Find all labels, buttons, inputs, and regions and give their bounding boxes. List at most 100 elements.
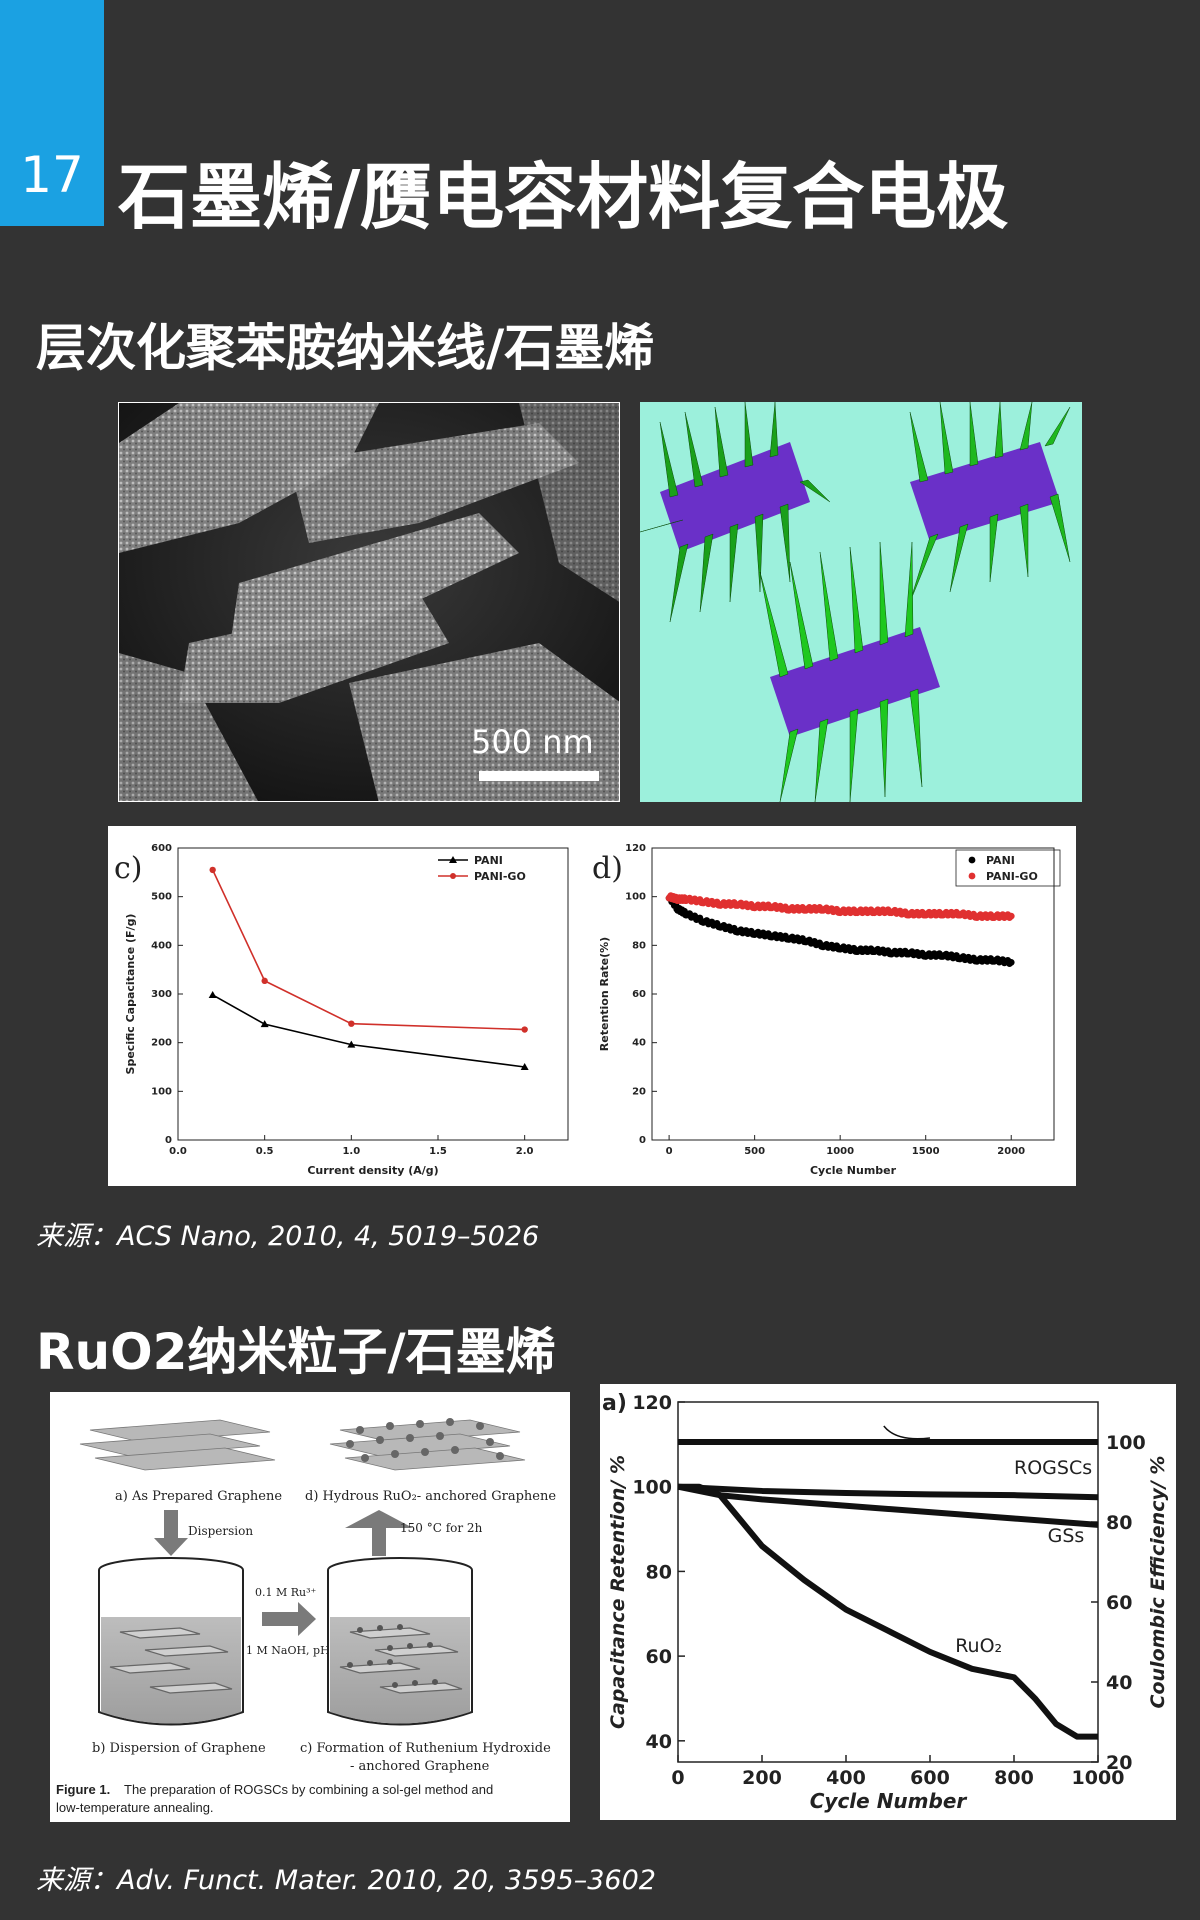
model-illustration (640, 402, 1071, 802)
series-pani-go: PANI-GO (209, 866, 528, 1033)
slide-number: 17 (0, 0, 104, 226)
data-point (209, 866, 216, 874)
y2-axis-label: Coulombic Efficiency/ % (1147, 1456, 1169, 1709)
series-label: RuO₂ (955, 1635, 1002, 1657)
plot-frame (177, 847, 569, 1141)
data-point (1007, 912, 1015, 920)
beaker-left (98, 1557, 244, 1726)
section2-heading: RuO2纳米粒子/石墨烯 (36, 1323, 556, 1381)
graphene-stack-d (329, 1418, 526, 1471)
series-label: GSs (1048, 1525, 1085, 1547)
series-line (212, 994, 525, 1068)
section1-heading: 层次化聚苯胺纳米线/石墨烯 (36, 319, 655, 377)
arrow-right-label-1: 0.1 M Ru³⁺ (255, 1586, 317, 1599)
y-tick-label: 20 (632, 1086, 646, 1097)
data-point (1007, 958, 1015, 966)
arrow-right-label-2: 1 M NaOH, pH=7 (246, 1644, 346, 1657)
x-tick-label: 0.0 (169, 1146, 187, 1157)
preparation-schematic: a) As Prepared Graphene d) Hydrous RuO₂-… (50, 1392, 570, 1822)
beaker-right (327, 1557, 473, 1726)
legend-marker (449, 856, 457, 863)
arrow-down-icon (154, 1510, 188, 1556)
chart-specific-capacitance: 0.0 0.5 1.0 1.5 2.0 0 100 200 300 400 500 600 Curren… (114, 843, 569, 1177)
chart-retention-rate: 0 500 1000 1500 2000 0 20 40 60 80 100 120 Cycle Num… (592, 843, 1061, 1177)
x-tick-label: 0 (666, 1146, 673, 1157)
y2-tick-label: 60 (1106, 1592, 1132, 1614)
step-b-label: b) Dispersion of Graphene (92, 1741, 266, 1756)
x-tick-label: 800 (994, 1767, 1034, 1789)
series-line (678, 1483, 1098, 1740)
x-tick-label: 1.0 (342, 1146, 360, 1157)
step-a-label: a) As Prepared Graphene (115, 1489, 282, 1504)
step-c-label-2: - anchored Graphene (350, 1759, 490, 1774)
y-tick-label: 200 (151, 1038, 172, 1049)
data-point (520, 1063, 529, 1070)
x-tick-label: 200 (742, 1767, 782, 1789)
legend-label: PANI (474, 854, 503, 867)
graphene-stack-a (79, 1419, 276, 1471)
section2-source: 来源：Adv. Funct. Mater. 2010, 20, 3595–360… (36, 1865, 656, 1896)
charts-cd: 0.0 0.5 1.0 1.5 2.0 0 100 200 300 400 500 600 Curren… (108, 826, 1076, 1186)
data-point (521, 1026, 528, 1033)
data-point (260, 1020, 269, 1028)
series-pani-go: PANI-GO (665, 870, 1038, 921)
x-tick-label: 1000 (1072, 1767, 1125, 1789)
x-tick-label: 0.5 (256, 1146, 274, 1157)
x-tick-label: 1500 (912, 1146, 940, 1157)
x-tick-label: 1.5 (429, 1146, 447, 1157)
legend-label: PANI (986, 854, 1015, 867)
legend-marker (968, 856, 976, 864)
y2-tick-label: 20 (1106, 1752, 1132, 1774)
figure-caption-line1: The preparation of ROGSCs by combining a… (124, 1782, 493, 1797)
arrow-down-label: Dispersion (188, 1524, 253, 1538)
y-axis-label: Retention Rate(%) (598, 937, 611, 1051)
panel-label: d) (592, 851, 623, 886)
model-block-left (640, 402, 831, 623)
model-block-center (759, 541, 940, 802)
arrow-right-icon (262, 1602, 316, 1636)
legend-marker (968, 872, 976, 880)
step-d-label: d) Hydrous RuO₂- anchored Graphene (305, 1489, 556, 1504)
y-tick-label: 500 (151, 892, 172, 903)
scale-bar (479, 771, 599, 781)
x-tick-label: 400 (826, 1767, 866, 1789)
panel-label: c) (114, 851, 143, 886)
figure-caption-label: Figure 1. (56, 1782, 110, 1797)
x-tick-label: 2000 (997, 1146, 1025, 1157)
section1-source: 来源：ACS Nano, 2010, 4, 5019–5026 (36, 1221, 540, 1252)
x-axis-label: Cycle Number (810, 1164, 897, 1177)
y2-tick-label: 40 (1106, 1672, 1132, 1694)
series-line (677, 1483, 1099, 1501)
y-axis-label: Specific Capacitance (F/g) (124, 914, 137, 1075)
series-ruo: RuO₂ (678, 1483, 1098, 1740)
figure-caption-line2: low-temperature annealing. (56, 1800, 214, 1815)
y-tick-label: 120 (632, 1392, 672, 1414)
legend-label: PANI-GO (986, 870, 1038, 883)
series-rogscs: ROGSCs (677, 1457, 1099, 1501)
y-tick-label: 300 (151, 989, 172, 1000)
series-label: ROGSCs (1014, 1457, 1092, 1479)
x-axis-label: Current density (A/g) (307, 1164, 438, 1177)
y-tick-label: 100 (151, 1086, 172, 1097)
sem-texture: 500 nm (119, 403, 619, 801)
y-tick-label: 40 (646, 1731, 672, 1753)
model-block-right (909, 402, 1071, 603)
step-c-label-1: c) Formation of Ruthenium Hydroxide (300, 1741, 551, 1756)
y-tick-label: 0 (165, 1135, 172, 1146)
sem-scale-label: 500 nm (471, 723, 594, 761)
y-tick-label: 80 (646, 1561, 672, 1583)
data-point (347, 1040, 356, 1048)
x-tick-label: 1000 (826, 1146, 854, 1157)
y-tick-label: 40 (632, 1038, 646, 1049)
y-tick-label: 0 (639, 1135, 646, 1146)
x-axis-label: Cycle Number (810, 1789, 968, 1813)
y-tick-label: 100 (632, 1477, 672, 1499)
x-tick-label: 600 (910, 1767, 950, 1789)
sem-image: 500 nm (118, 402, 620, 802)
y-tick-label: 120 (625, 843, 646, 854)
x-tick-label: 500 (744, 1146, 765, 1157)
y-tick-label: 600 (151, 843, 172, 854)
arrow-up-icon (345, 1510, 413, 1556)
series-pani: PANI (665, 854, 1015, 967)
y-tick-label: 100 (625, 892, 646, 903)
